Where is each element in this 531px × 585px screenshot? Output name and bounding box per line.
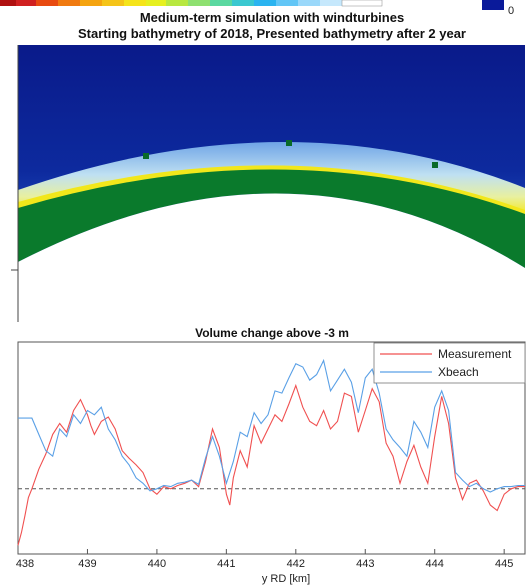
x-tick-label: 438 [16,558,34,570]
x-tick-label: 444 [426,558,444,570]
x-tick-label: 441 [217,558,235,570]
series-xbeach [18,358,525,493]
map-blank-area [18,193,525,322]
x-ticks: 438 439 440 441 442 443 444 445 [16,549,513,570]
map-shoal [18,141,525,215]
windturbine-marker [143,153,149,159]
x-tick-label: 439 [78,558,96,570]
colorbar: 0 [0,0,514,17]
x-tick-label: 440 [148,558,166,570]
chart-title: Volume change above -3 m [195,326,349,340]
legend-label-xbeach: Xbeach [438,365,479,379]
legend-box [373,342,526,384]
windturbine-marker [286,140,292,146]
x-tick-label: 442 [287,558,305,570]
x-tick-label: 445 [495,558,513,570]
map-beach [18,165,525,216]
legend: Measurement Xbeach [373,342,526,384]
map-land [18,169,525,268]
x-tick-label: 443 [356,558,374,570]
map-title: Medium-term simulation with windturbines [140,10,404,25]
windturbine-marker [432,162,438,168]
bathymetry-map [11,45,525,322]
legend-label-measurement: Measurement [438,347,512,361]
series-measurement [17,383,525,546]
map-subtitle: Starting bathymetry of 2018, Presented b… [78,26,466,41]
x-axis-label: y RD [km] [262,573,310,585]
colorbar-tick: 0 [508,5,514,17]
volume-chart: Volume change above -3 m 438 439 440 441 442… [16,326,526,585]
